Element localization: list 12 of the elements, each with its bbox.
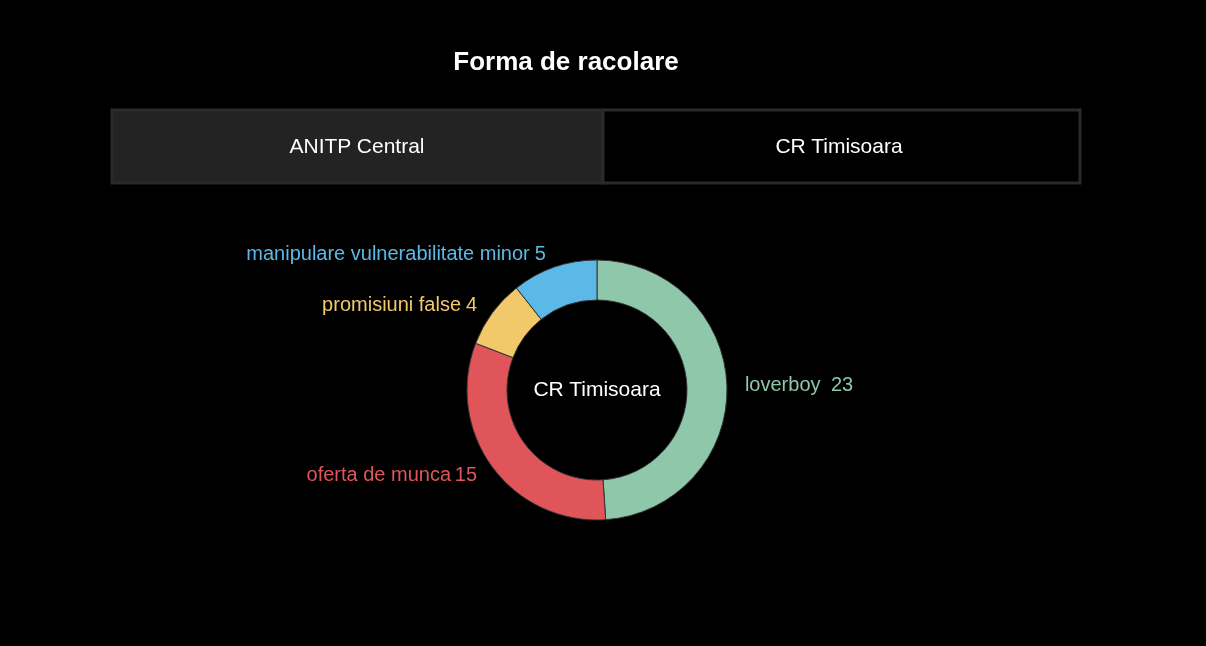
chart-title: Forma de racolare [453, 46, 679, 76]
data-label: 15 [454, 463, 478, 486]
slice-label: promisiuni false [322, 292, 462, 315]
slice-label: manipulare vulnerabilitate minor [246, 241, 531, 264]
data-label: 5 [534, 241, 546, 264]
slice-label: oferta de munca [306, 463, 452, 486]
text: ANITP Central [289, 134, 425, 157]
text: CR Timisoara [775, 134, 903, 157]
slice-label: loverboy [744, 373, 821, 396]
data-label: 4 [465, 292, 478, 315]
text: CR Timisoara [533, 377, 661, 400]
data-label: 23 [830, 373, 854, 396]
